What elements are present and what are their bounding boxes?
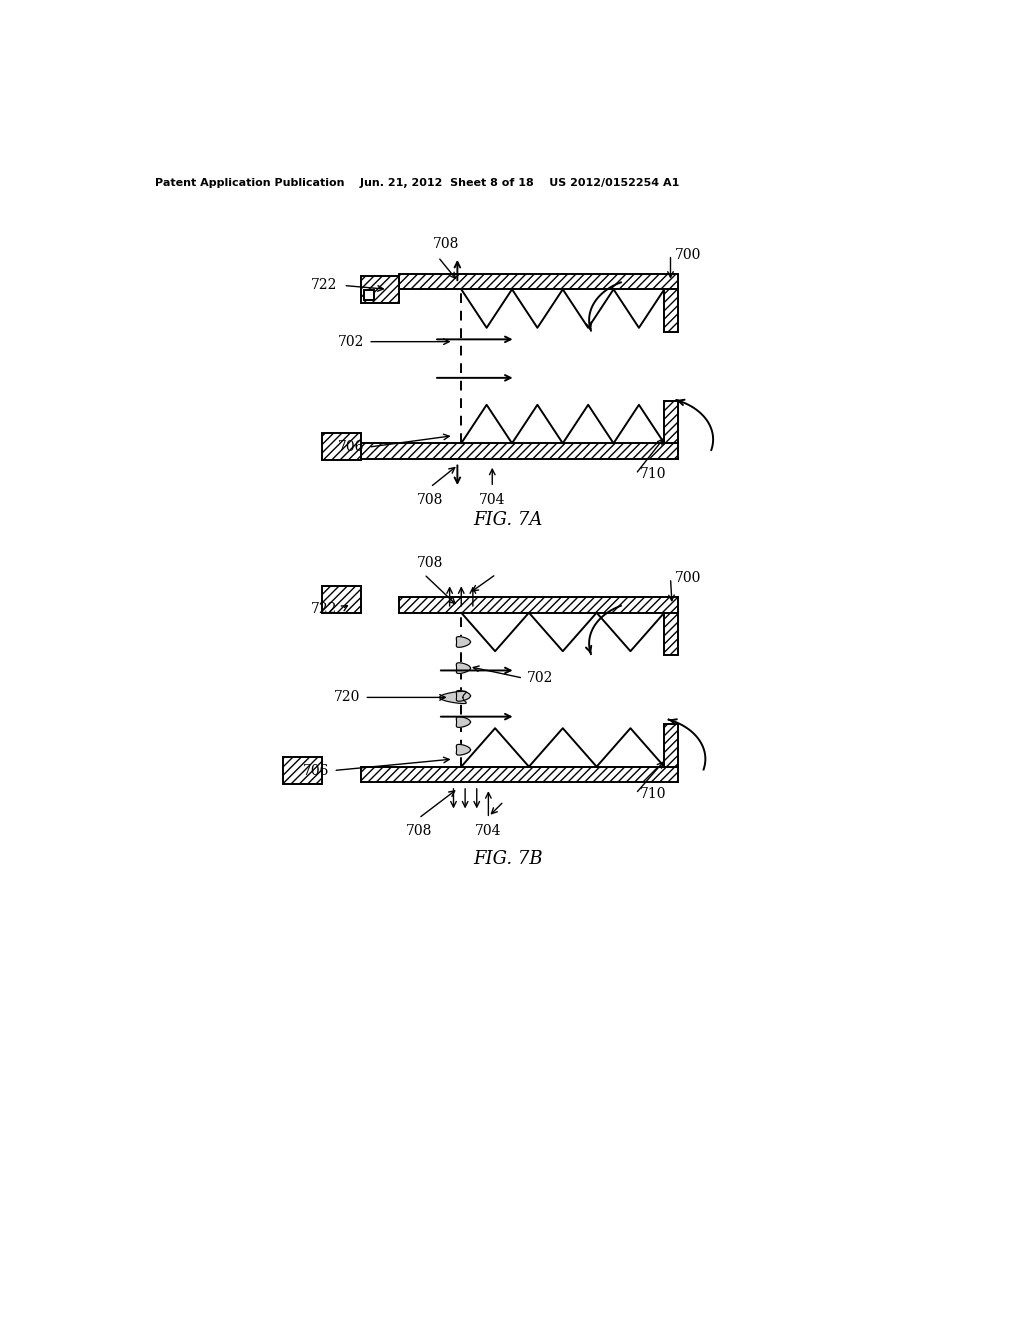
Bar bbox=[360, 276, 399, 304]
Text: 720: 720 bbox=[334, 690, 360, 705]
Polygon shape bbox=[457, 663, 471, 673]
Text: 708: 708 bbox=[406, 825, 432, 838]
Bar bbox=[399, 597, 678, 612]
Bar bbox=[665, 401, 678, 444]
Text: 700: 700 bbox=[675, 572, 700, 585]
Bar bbox=[399, 275, 678, 289]
Text: 708: 708 bbox=[432, 236, 459, 251]
Bar bbox=[322, 586, 360, 612]
Bar bbox=[360, 444, 678, 459]
Bar bbox=[665, 289, 678, 331]
Text: 702: 702 bbox=[338, 335, 365, 348]
Bar bbox=[665, 725, 678, 767]
Bar bbox=[283, 756, 322, 784]
Bar bbox=[399, 275, 678, 289]
Bar bbox=[665, 401, 678, 444]
Text: FIG. 7A: FIG. 7A bbox=[473, 511, 543, 529]
Bar bbox=[322, 586, 360, 612]
Text: FIG. 7B: FIG. 7B bbox=[473, 850, 543, 869]
Text: 706: 706 bbox=[303, 763, 330, 777]
Polygon shape bbox=[457, 717, 471, 727]
Text: 722: 722 bbox=[311, 602, 337, 616]
Text: 700: 700 bbox=[675, 248, 700, 261]
Text: 710: 710 bbox=[640, 467, 666, 480]
Text: 702: 702 bbox=[527, 671, 554, 685]
Bar bbox=[360, 444, 678, 459]
Text: 722: 722 bbox=[311, 279, 337, 293]
Text: 704: 704 bbox=[479, 494, 506, 507]
Bar bbox=[665, 725, 678, 767]
Text: 708: 708 bbox=[417, 494, 443, 507]
Bar bbox=[283, 756, 322, 784]
Bar bbox=[360, 767, 678, 781]
Polygon shape bbox=[457, 744, 471, 755]
Bar bbox=[399, 597, 678, 612]
Polygon shape bbox=[439, 692, 466, 704]
Bar bbox=[365, 290, 375, 300]
Bar bbox=[665, 612, 678, 655]
Text: Patent Application Publication    Jun. 21, 2012  Sheet 8 of 18    US 2012/015225: Patent Application Publication Jun. 21, … bbox=[155, 178, 680, 187]
Bar bbox=[360, 276, 399, 304]
Bar bbox=[665, 289, 678, 331]
Text: 706: 706 bbox=[338, 440, 365, 454]
Text: 710: 710 bbox=[640, 787, 666, 801]
Polygon shape bbox=[457, 636, 471, 647]
Text: 704: 704 bbox=[475, 825, 502, 838]
Text: 708: 708 bbox=[417, 556, 443, 570]
Bar bbox=[322, 433, 360, 461]
Polygon shape bbox=[457, 690, 471, 701]
Bar bbox=[665, 612, 678, 655]
Bar bbox=[360, 767, 678, 781]
Bar bbox=[322, 433, 360, 461]
